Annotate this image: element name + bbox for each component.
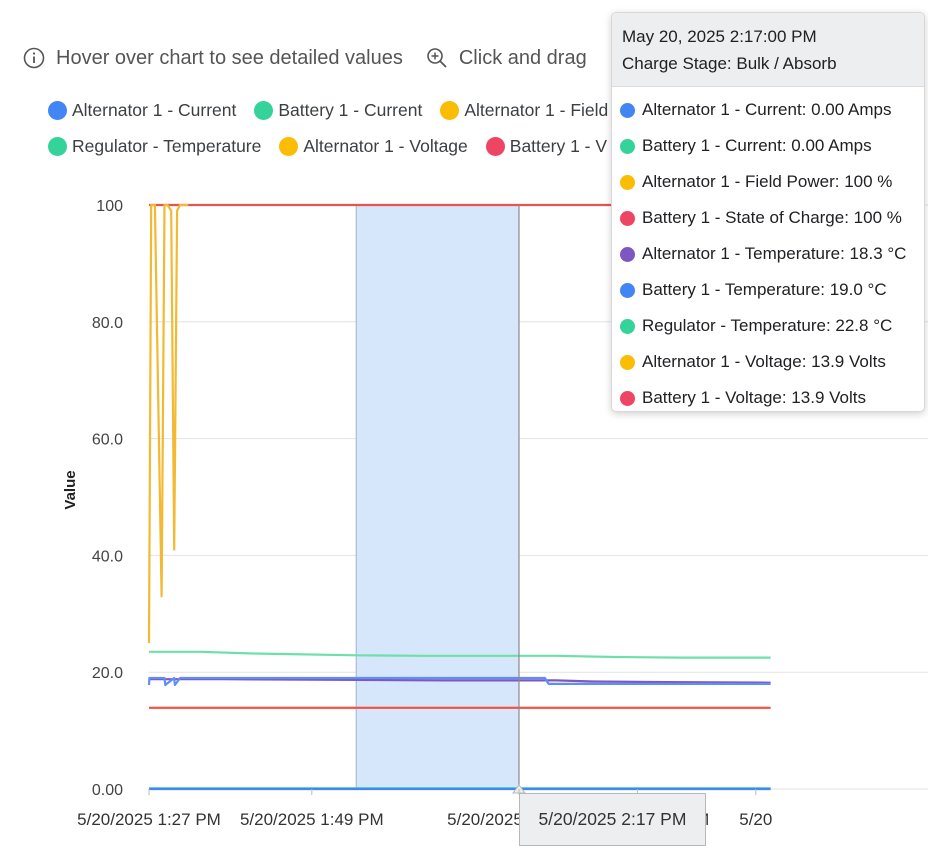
y-tick-label: 60.0 [92, 432, 123, 449]
tooltip-row: Alternator 1 - Voltage: 13.9 Volts [620, 344, 924, 380]
tooltip-color-dot [620, 318, 635, 334]
zoom-in-icon [427, 48, 447, 68]
x-tick-label: 5/20/2025 1:27 PM [77, 810, 221, 829]
tooltip-value-label: Alternator 1 - Voltage: 13.9 Volts [642, 352, 886, 371]
chart-tooltip: May 20, 2025 2:17:00 PM Charge Stage: Bu… [611, 12, 925, 412]
crosshair-x-label: 5/20/2025 2:17 PM [519, 793, 706, 846]
tooltip-row: Battery 1 - Temperature: 19.0 °C [620, 272, 924, 308]
tooltip-row: Alternator 1 - Temperature: 18.3 °C [620, 236, 924, 272]
y-tick-label: 0.00 [92, 782, 123, 799]
chart-hints: Hover over chart to see detailed values … [22, 46, 609, 70]
legend-label: Alternator 1 - Field [464, 100, 609, 120]
tooltip-time: May 20, 2025 2:17:00 PM [622, 27, 817, 46]
tooltip-value-label: Regulator - Temperature: 22.8 °C [642, 316, 893, 335]
tooltip-color-dot [620, 174, 635, 190]
y-tick-label: 80.0 [92, 315, 123, 332]
tooltip-value-label: Alternator 1 - Current: 0.00 Amps [642, 100, 892, 119]
tooltip-value-label: Battery 1 - Temperature: 19.0 °C [642, 280, 887, 299]
zoom-selection-area [355, 204, 520, 790]
tooltip-row: Battery 1 - Current: 0.00 Amps [620, 128, 924, 164]
tooltip-values: Alternator 1 - Current: 0.00 Amps Battery… [612, 87, 924, 411]
legend-label: Alternator 1 - Voltage [303, 136, 468, 156]
tooltip-row: Alternator 1 - Current: 0.00 Amps [620, 92, 924, 128]
legend-row-2: Regulator - Temperature Alternator 1 - V… [48, 136, 625, 157]
legend-label: Alternator 1 - Current [72, 100, 237, 120]
tooltip-value-label: Battery 1 - Current: 0.00 Amps [642, 136, 872, 155]
legend-color-dot [254, 101, 274, 120]
tooltip-color-dot [620, 390, 635, 406]
legend-item-battery-current[interactable]: Battery 1 - Current [254, 100, 422, 121]
legend-item-regulator-temperature[interactable]: Regulator - Temperature [48, 136, 261, 157]
tooltip-row: Alternator 1 - Field Power: 100 % [620, 164, 924, 200]
tooltip-color-dot [620, 210, 635, 226]
tooltip-value-label: Battery 1 - State of Charge: 100 % [642, 208, 902, 227]
y-tick-label: 20.0 [92, 665, 123, 682]
legend-label: Battery 1 - V [509, 136, 608, 156]
legend-color-dot [48, 101, 67, 120]
y-tick-label: 40.0 [92, 548, 123, 565]
series-line [149, 650, 771, 659]
hover-hint: Hover over chart to see detailed values [22, 46, 403, 70]
zoom-hint-text: Click and drag [458, 46, 587, 69]
tooltip-value-label: Battery 1 - Voltage: 13.9 Volts [642, 388, 866, 407]
tooltip-value-label: Alternator 1 - Temperature: 18.3 °C [642, 244, 907, 263]
legend-item-alternator-current[interactable]: Alternator 1 - Current [48, 100, 236, 121]
tooltip-color-dot [620, 246, 635, 262]
series-line [147, 676, 771, 687]
tooltip-color-dot [620, 138, 635, 154]
y-tick-label: 100 [96, 198, 123, 215]
tooltip-color-dot [620, 282, 635, 298]
legend-color-dot [440, 101, 460, 120]
legend-color-dot [485, 137, 505, 156]
hover-hint-text: Hover over chart to see detailed values [56, 46, 403, 69]
tooltip-row: Battery 1 - Voltage: 13.9 Volts [620, 380, 924, 411]
tooltip-value-label: Alternator 1 - Field Power: 100 % [642, 172, 893, 191]
legend-item-battery-voltage[interactable]: Battery 1 - V [485, 136, 608, 157]
x-tick-label: 5/20/2025 1:49 PM [240, 810, 384, 829]
legend-color-dot [48, 137, 67, 156]
tooltip-charge-stage: Charge Stage: Bulk / Absorb [622, 54, 837, 73]
tooltip-color-dot [620, 102, 635, 118]
legend-color-dot [279, 137, 299, 156]
zoom-hint: Click and drag [425, 46, 587, 70]
legend-item-alternator-field[interactable]: Alternator 1 - Field [440, 100, 608, 121]
legend-label: Regulator - Temperature [72, 136, 262, 156]
tooltip-color-dot [620, 354, 635, 370]
tooltip-header: May 20, 2025 2:17:00 PM Charge Stage: Bu… [612, 13, 924, 87]
tooltip-row: Regulator - Temperature: 22.8 °C [620, 308, 924, 344]
legend-row-1: Alternator 1 - Current Battery 1 - Curre… [48, 100, 626, 121]
legend-label: Battery 1 - Current [278, 100, 423, 120]
info-icon [23, 47, 45, 69]
legend-item-alternator-voltage[interactable]: Alternator 1 - Voltage [279, 136, 468, 157]
x-tick-label: 5/20 [739, 810, 772, 829]
tooltip-row: Battery 1 - State of Charge: 100 % [620, 200, 924, 236]
y-axis-title: Value [62, 470, 79, 509]
series-line [147, 203, 189, 644]
